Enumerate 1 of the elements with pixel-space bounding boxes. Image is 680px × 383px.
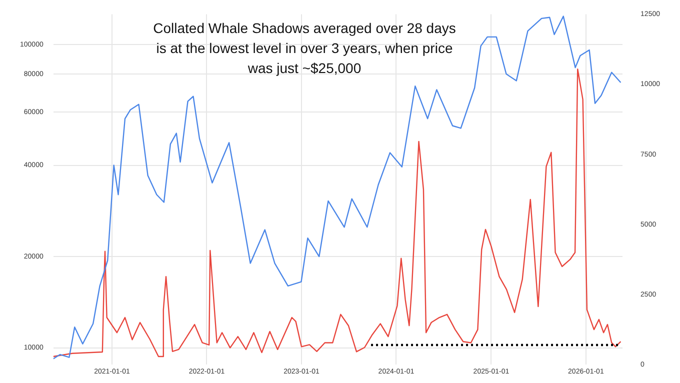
text: Collated Whale Shadows averaged over 28 days is at the lowest level in over 3 years, when price was just ~$25,000 <box>152 19 457 78</box>
